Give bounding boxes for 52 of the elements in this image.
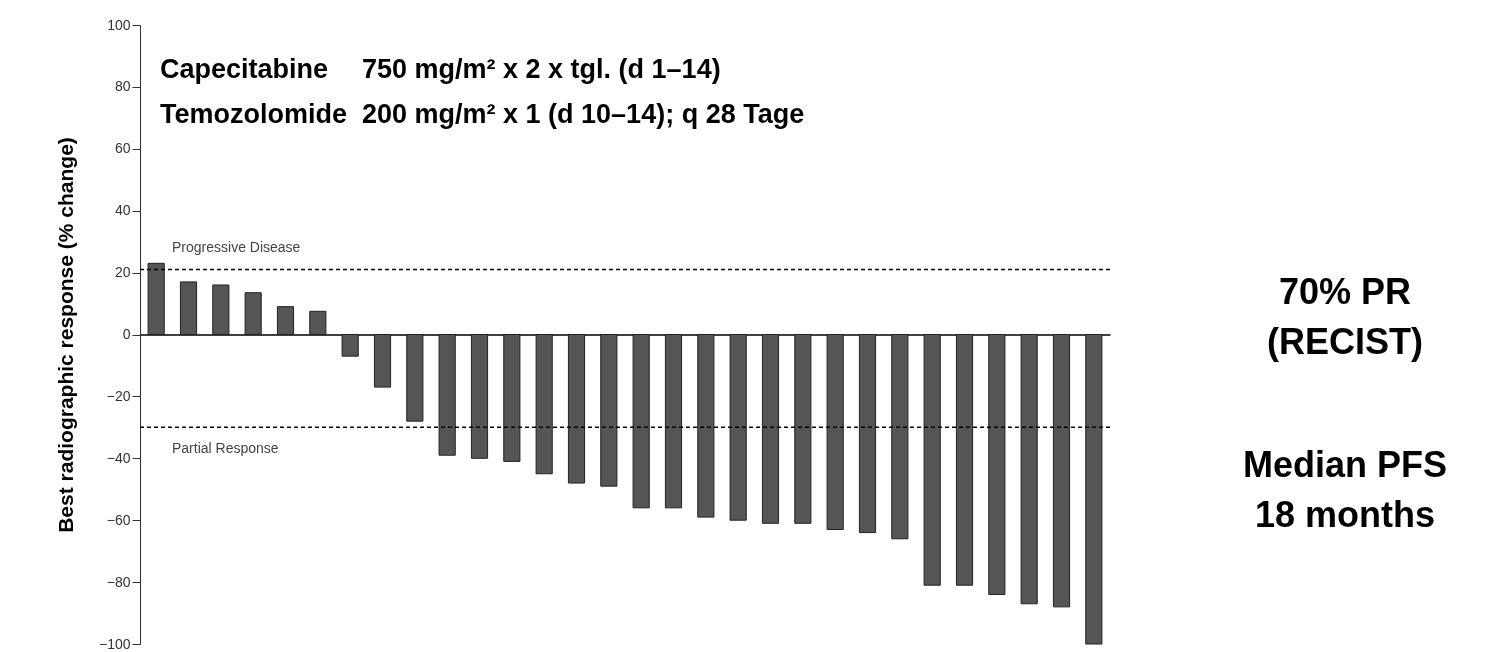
bar: [179, 281, 198, 335]
text: Median PFS: [1242, 444, 1448, 485]
bar: [535, 334, 553, 475]
annotation: 200 mg/m² x 1 (d 10–14); q 28 Tage: [362, 99, 805, 129]
bar: [664, 334, 683, 509]
bar: [309, 310, 327, 335]
y-tick-label: 80: [114, 78, 131, 95]
bar: [567, 334, 586, 484]
y-tick-label: −80: [106, 573, 131, 590]
bar: [600, 334, 618, 487]
bar: [761, 334, 780, 524]
bar: [373, 334, 392, 388]
annotation: Temozolomide: [160, 99, 348, 129]
y-tick-label: 20: [114, 264, 131, 281]
bar: [729, 334, 747, 521]
bar: [438, 334, 456, 456]
bar: [697, 334, 715, 518]
bar: [1020, 334, 1038, 605]
y-tick-label: 100: [107, 16, 131, 33]
bar: [632, 334, 650, 509]
text: 18 months: [1254, 494, 1436, 535]
bar: [276, 306, 295, 335]
bar: [503, 334, 521, 462]
y-tick-label: 40: [114, 202, 131, 219]
y-tick-label: −40: [106, 449, 131, 466]
bar: [406, 334, 424, 422]
bar: [470, 334, 489, 459]
ref-line-label: Progressive Disease: [172, 238, 301, 255]
annotation: 750 mg/m² x 2 x tgl. (d 1–14): [362, 54, 721, 84]
bar: [341, 334, 359, 357]
bar: [923, 334, 941, 586]
y-tick-label: 60: [114, 140, 131, 157]
y-tick-label: −20: [106, 387, 131, 404]
annotation: Capecitabine: [160, 54, 329, 84]
bar: [244, 292, 262, 335]
bar: [891, 334, 909, 540]
bar: [1052, 334, 1071, 608]
ref-line-label: Partial Response: [172, 440, 279, 457]
bar: [988, 334, 1006, 595]
y-tick-label: −100: [98, 635, 131, 652]
text: 70% PR: [1278, 271, 1412, 312]
bar: [794, 334, 812, 524]
bar: [212, 284, 230, 335]
bar: [955, 334, 974, 586]
y-tick-label: −60: [106, 511, 131, 528]
text: (RECIST): [1267, 321, 1423, 362]
bar: [147, 262, 165, 335]
bar: [858, 334, 877, 534]
bar: [826, 334, 844, 530]
y-tick-label: 0: [122, 326, 131, 342]
bar: [1085, 334, 1103, 645]
y-axis-title: Best radiographic response (% change): [53, 137, 77, 533]
